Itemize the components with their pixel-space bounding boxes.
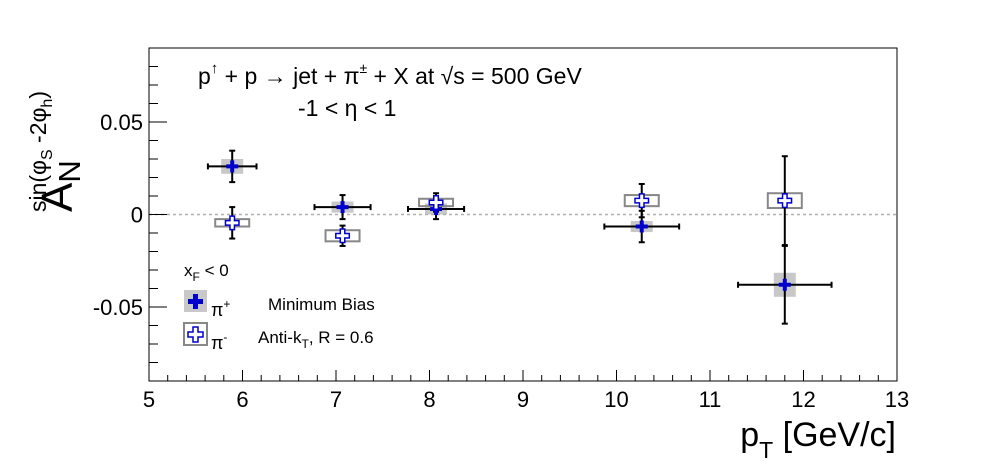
legend: xF < 0 π+ Minimum Bias π- Anti-kT, R = 0… [183,261,375,353]
legend-anti-kt: Anti-kT, R = 0.6 [258,328,374,351]
legend-pi-minus-marker [187,326,204,343]
x-tick-label: 9 [517,387,529,412]
y-tick-label: -0.05 [93,295,143,320]
pi-plus-marker [778,278,791,291]
data-markers [224,160,793,291]
x-tick-label: 8 [423,387,435,412]
pi-minus-marker [224,215,240,231]
x-tick-label: 10 [604,387,628,412]
y-axis-label: AN sin(φS -2φh) [25,91,87,212]
eta-range-label: -1 < η < 1 [298,95,396,121]
x-tick-label: 11 [699,387,722,412]
legend-pi-plus-marker [188,294,203,309]
x-tick-label: 13 [885,387,909,412]
legend-pi-plus-label: π+ [211,297,230,320]
x-tick-label: 5 [143,387,155,412]
legend-header: xF < 0 [184,261,229,284]
x-tick-label: 12 [791,387,815,412]
pi-plus-marker [336,201,349,214]
y-tick-label: 0.05 [100,110,143,135]
pi-minus-marker [335,228,351,244]
pi-plus-marker [226,160,239,173]
systematic-boxes [214,159,803,297]
pi-plus-marker [635,220,648,233]
axis-ticks [148,66,898,381]
legend-minimum-bias: Minimum Bias [268,295,375,314]
legend-pi-minus-label: π- [211,330,227,353]
x-axis-label: pT [GeV/c] [740,416,896,463]
pi-minus-marker [634,193,650,209]
tick-labels: 5 6 7 8 9 10 11 12 13 0.05 0 -0.05 [93,110,909,412]
svg-text:AN: AN [33,160,87,212]
x-tick-label: 7 [330,387,342,412]
x-tick-label: 6 [236,387,248,412]
svg-text:sin(φS -2φh): sin(φS -2φh) [25,91,56,212]
chart-title: p↑ + p → jet + π± + X at √s = 500 GeV [198,60,582,89]
pi-minus-marker [777,193,793,209]
pi-minus-marker [428,194,444,210]
y-tick-label: 0 [131,203,143,228]
